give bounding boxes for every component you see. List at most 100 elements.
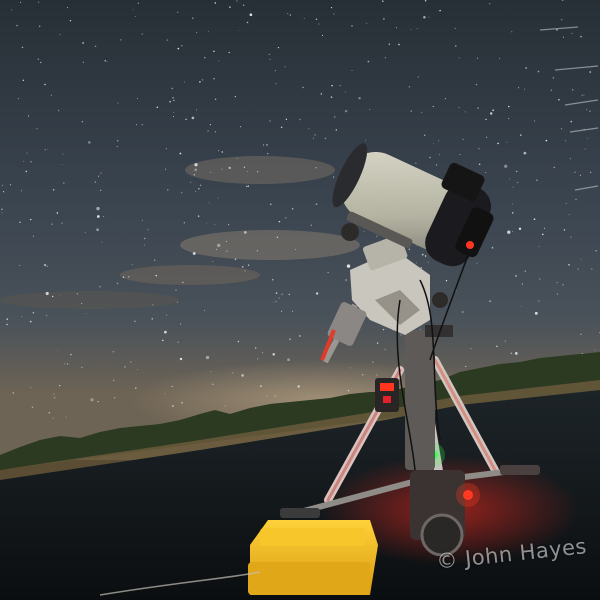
star-field (1, 0, 600, 419)
camera (441, 162, 485, 202)
star (164, 393, 166, 395)
star (132, 9, 134, 11)
star (432, 105, 434, 108)
star (26, 152, 28, 154)
star (70, 353, 72, 356)
star (156, 106, 159, 108)
star (427, 261, 429, 263)
star (268, 53, 270, 55)
star (462, 138, 464, 140)
star (508, 105, 510, 108)
star (218, 60, 220, 62)
star (327, 271, 329, 274)
star (330, 6, 333, 9)
star (415, 262, 417, 264)
star (240, 126, 242, 128)
star (571, 32, 573, 34)
star (192, 17, 194, 19)
star (260, 385, 262, 387)
star (19, 264, 21, 266)
star (228, 166, 231, 170)
star (100, 172, 102, 174)
star (584, 148, 586, 150)
star (48, 412, 50, 414)
star (30, 161, 32, 163)
star (445, 280, 448, 282)
star (207, 130, 209, 132)
star (591, 268, 593, 270)
star (417, 76, 419, 78)
star (384, 56, 387, 59)
star (144, 244, 146, 246)
star (476, 262, 478, 264)
star (424, 134, 426, 136)
star (130, 361, 132, 363)
star (214, 224, 216, 226)
star (523, 151, 527, 155)
star (82, 61, 84, 63)
star (536, 179, 538, 181)
star (221, 151, 224, 153)
star (570, 236, 572, 238)
star (116, 146, 118, 148)
star (237, 340, 240, 343)
star (455, 45, 457, 47)
star (36, 128, 38, 130)
star (25, 170, 28, 173)
star (302, 86, 304, 89)
star (561, 0, 564, 1)
star (515, 170, 518, 173)
star (291, 310, 294, 312)
star (520, 134, 522, 136)
star (177, 47, 180, 50)
star (285, 118, 288, 120)
telescope-tube (332, 143, 494, 267)
star (345, 279, 347, 281)
star (308, 128, 310, 130)
cables (396, 249, 471, 471)
star (346, 264, 351, 268)
star (486, 136, 488, 138)
star (30, 387, 32, 389)
star (278, 297, 280, 299)
star (465, 365, 467, 368)
star (58, 294, 60, 296)
star (69, 19, 72, 22)
star (521, 283, 523, 285)
star (351, 70, 353, 71)
star (141, 124, 143, 126)
star (208, 202, 210, 204)
star (570, 120, 573, 123)
star (382, 328, 385, 331)
star (137, 98, 138, 100)
star (243, 231, 247, 234)
star (504, 164, 508, 168)
star (155, 274, 158, 277)
star (213, 77, 215, 80)
star (395, 27, 397, 29)
star (344, 91, 346, 93)
star (489, 300, 491, 302)
star (376, 374, 378, 376)
star (376, 235, 378, 238)
star (512, 186, 514, 188)
star (209, 124, 211, 126)
star (275, 292, 278, 294)
star (331, 84, 333, 87)
star (510, 352, 513, 355)
star (556, 29, 558, 31)
star (455, 290, 457, 292)
star (333, 13, 335, 15)
star (171, 385, 173, 388)
star (80, 302, 83, 305)
star (45, 291, 49, 296)
star (181, 192, 183, 194)
star (512, 231, 514, 233)
star (226, 250, 228, 253)
star (339, 84, 341, 87)
star (367, 60, 370, 63)
star (256, 250, 259, 252)
star (249, 13, 253, 17)
star (476, 57, 479, 59)
star (61, 164, 63, 166)
